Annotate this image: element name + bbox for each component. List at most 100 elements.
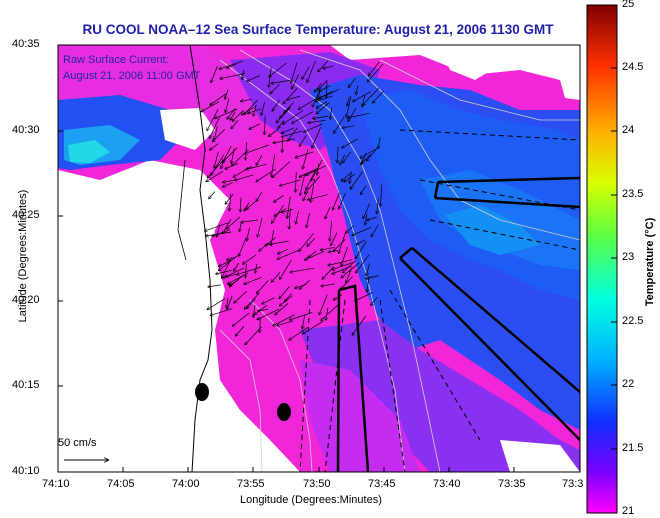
current-vector (271, 230, 275, 245)
current-vector (342, 138, 358, 148)
current-vector (340, 154, 346, 165)
current-vector (230, 111, 236, 120)
current-vector (272, 205, 284, 223)
current-vector (272, 100, 280, 111)
current-vector (299, 233, 314, 251)
current-vector (348, 112, 370, 118)
current-vector (333, 192, 340, 210)
current-vector (315, 83, 322, 92)
y-axis-label: Latitude (Degrees:Minutes) (17, 189, 29, 323)
lon-tick: 73:50 (303, 478, 331, 490)
current-vector (245, 263, 246, 278)
current-vector (211, 66, 218, 82)
current-vector (355, 241, 367, 258)
current-vector (287, 196, 291, 219)
current-vector (303, 191, 308, 201)
current-vector (258, 218, 263, 237)
current-vector (247, 298, 256, 309)
current-vector (328, 259, 353, 266)
current-vector (214, 126, 218, 140)
current-vector (290, 312, 313, 321)
current-vector (306, 170, 316, 190)
current-vector (356, 85, 359, 94)
current-vector (289, 327, 308, 340)
current-vector (227, 63, 237, 68)
current-vector (207, 109, 219, 130)
current-vector (290, 267, 315, 272)
current-vector (249, 123, 261, 129)
current-vector (270, 84, 280, 93)
current-vector (330, 220, 333, 241)
current-vector (271, 154, 276, 177)
current-vector (225, 193, 234, 204)
current-vector (239, 237, 247, 257)
current-vector (242, 70, 244, 79)
current-vector (280, 179, 301, 186)
current-vector (341, 172, 351, 181)
lat-tick: 40:30 (12, 124, 40, 136)
current-vector (229, 280, 238, 286)
current-vector (346, 267, 353, 282)
current-vector (232, 312, 250, 326)
current-vector (317, 163, 319, 175)
current-vector (282, 136, 283, 153)
current-vector (308, 250, 317, 258)
current-vector (366, 275, 380, 279)
current-vector (237, 266, 262, 275)
current-vector (253, 104, 257, 116)
current-vector (205, 222, 229, 231)
current-vector (269, 129, 279, 136)
current-vector (292, 111, 314, 124)
current-vector (201, 101, 220, 112)
current-vector (303, 149, 309, 169)
current-vector (299, 98, 317, 110)
current-vector (339, 192, 346, 209)
current-vector (212, 129, 225, 142)
colorbar-label: Temperature (°C) (644, 217, 656, 307)
current-vector (316, 95, 333, 101)
current-vector (323, 65, 334, 69)
current-vector (302, 314, 306, 329)
current-vector (277, 249, 300, 259)
current-vector (319, 85, 331, 92)
lat-tick: 40:20 (12, 294, 40, 306)
current-vector (343, 151, 351, 163)
current-vector (317, 101, 328, 108)
lat-tick: 40:25 (12, 209, 40, 221)
current-vector (346, 96, 352, 117)
current-vector (220, 73, 246, 79)
current-vector (312, 126, 322, 148)
current-vector (352, 226, 372, 235)
colorbar-tick: 24.5 (622, 61, 644, 73)
current-vector (281, 127, 295, 133)
current-vector (316, 102, 330, 114)
current-vector (305, 250, 325, 260)
current-vector (280, 106, 291, 118)
current-vector (313, 115, 329, 118)
current-vector (305, 176, 320, 194)
current-vector (206, 171, 224, 181)
current-vector (304, 123, 323, 132)
current-vector (232, 110, 244, 121)
colorbar-tick: 23.5 (622, 188, 644, 200)
current-vector (244, 293, 260, 309)
current-vector (272, 272, 281, 282)
current-vector (219, 255, 239, 271)
current-vector (367, 276, 370, 292)
current-vector (355, 291, 373, 301)
current-vector (332, 265, 352, 274)
current-vector (265, 240, 289, 245)
current-vector (264, 115, 265, 135)
current-vector (244, 277, 262, 284)
temperature-field (58, 45, 580, 472)
current-vector (360, 185, 367, 195)
current-vector (272, 161, 290, 178)
current-vector (260, 318, 261, 332)
current-vector (300, 135, 307, 146)
current-vector (350, 171, 363, 189)
current-vector (257, 280, 269, 294)
current-vector (287, 95, 301, 100)
lon-tick: 74:05 (107, 478, 135, 490)
current-vector (245, 144, 269, 154)
